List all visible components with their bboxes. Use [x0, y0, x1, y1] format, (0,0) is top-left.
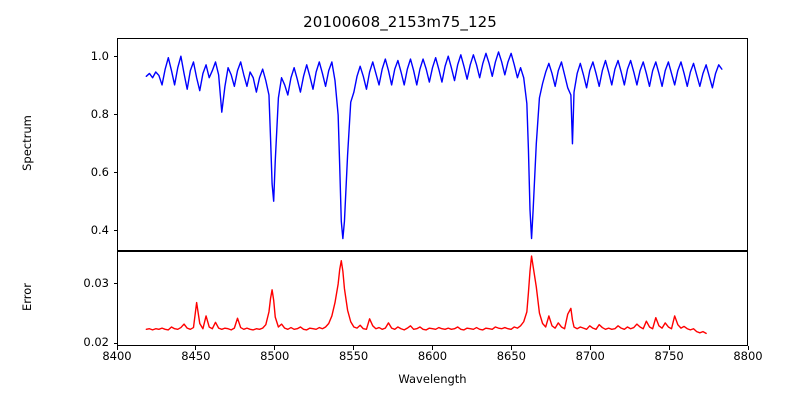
error-y-tick-mark — [113, 342, 117, 344]
error-y-tick-label: 0.03 — [83, 275, 109, 290]
x-tick-label: 8550 — [338, 349, 369, 363]
x-tick-label: 8700 — [575, 349, 605, 363]
spectrum-y-tick-label: 0.6 — [90, 164, 109, 179]
x-tick-label: 8500 — [260, 349, 290, 363]
spectrum-series-line — [118, 39, 747, 250]
x-tick-mark — [747, 346, 749, 350]
figure-title: 20100608_2153m75_125 — [303, 13, 497, 31]
x-tick-mark — [353, 346, 355, 350]
spectrum-y-tick-label: 0.4 — [90, 222, 109, 237]
spectrum-y-tick-mark — [113, 56, 117, 58]
x-tick-label: 8400 — [102, 349, 132, 363]
x-tick-mark — [116, 346, 118, 350]
spectrum-y-tick-label: 1.0 — [90, 48, 109, 63]
x-tick-label: 8450 — [181, 349, 211, 363]
error-y-tick-label: 0.02 — [83, 335, 109, 350]
spectrum-axis-label: Spectrum — [20, 115, 34, 171]
x-axis-label: Wavelength — [398, 372, 467, 386]
x-tick-mark — [510, 346, 512, 350]
error-axis-label: Error — [20, 282, 34, 312]
x-tick-label: 8750 — [654, 349, 684, 363]
spectrum-y-tick-mark — [113, 230, 117, 232]
error-y-tick-mark — [113, 283, 117, 285]
error-plot-panel — [117, 251, 748, 346]
spectrum-y-tick-label: 0.8 — [90, 106, 109, 121]
spectrum-y-tick-mark — [113, 114, 117, 116]
x-tick-mark — [668, 346, 670, 350]
x-tick-labels: 8400 8450 8500 8550 8600 8650 8700 8750 8800 — [102, 349, 762, 364]
x-tick-label: 8800 — [733, 349, 763, 363]
x-tick-label: 8600 — [417, 349, 448, 363]
error-series-line — [118, 252, 747, 345]
x-tick-label: 8650 — [496, 349, 527, 363]
x-tick-mark — [195, 346, 197, 350]
spectrum-plot-panel — [117, 38, 748, 251]
x-tick-mark — [589, 346, 591, 350]
x-tick-mark — [432, 346, 434, 350]
x-tick-mark — [274, 346, 276, 350]
spectrum-y-tick-mark — [113, 172, 117, 174]
